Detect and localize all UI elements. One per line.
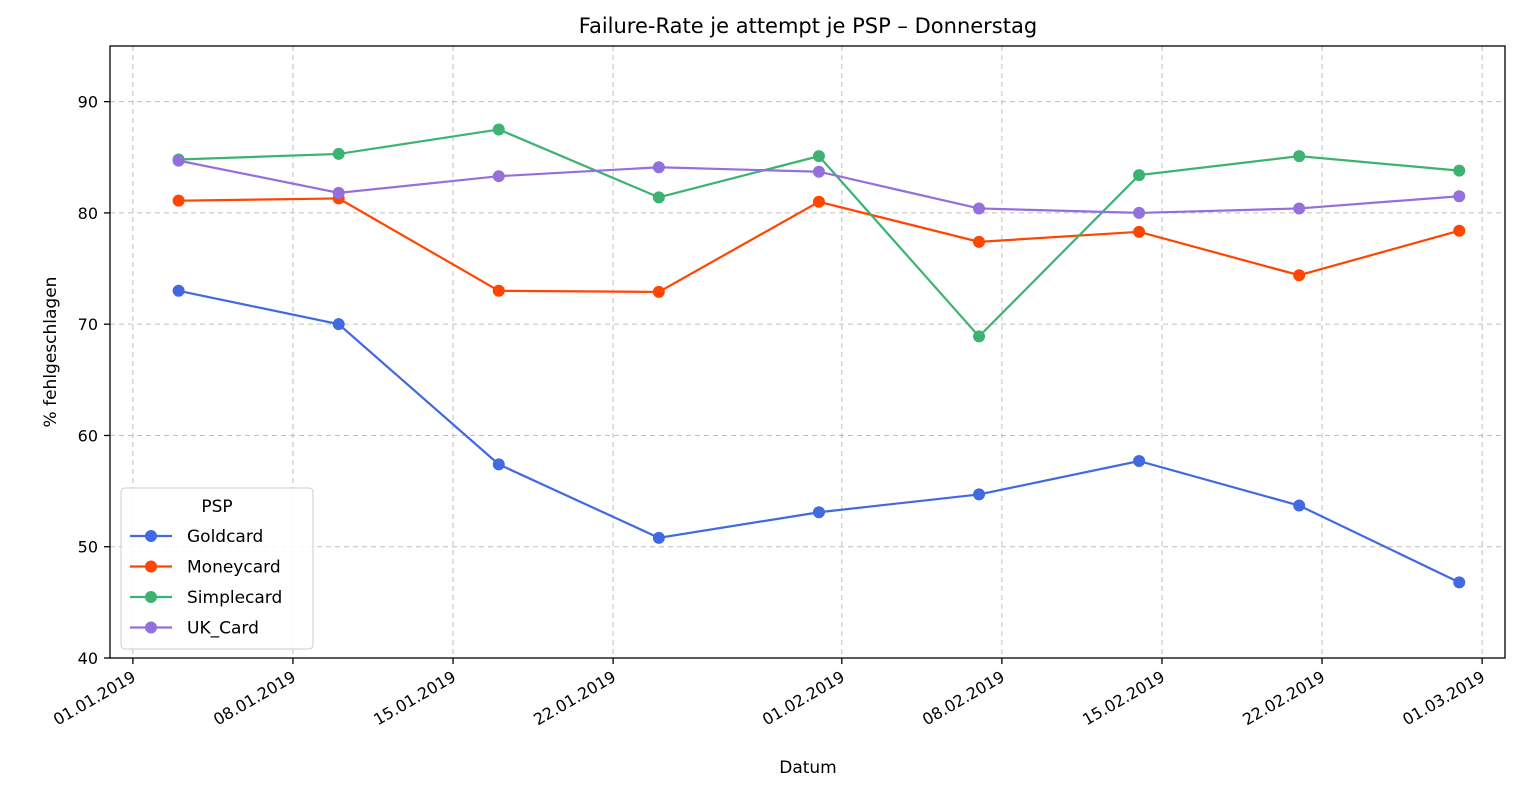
data-point-uk_card xyxy=(332,186,345,199)
x-tick-label: 08.02.2019 xyxy=(919,667,1008,729)
data-point-uk_card xyxy=(1293,202,1306,215)
data-point-goldcard xyxy=(332,318,345,331)
y-axis-label: % fehlgeschlagen xyxy=(41,277,61,428)
legend-label: Simplecard xyxy=(187,588,282,608)
legend-box xyxy=(120,487,314,650)
data-point-uk_card xyxy=(1453,190,1466,203)
data-point-goldcard xyxy=(492,458,505,471)
data-point-moneycard xyxy=(1453,224,1466,237)
data-point-simplecard xyxy=(1453,164,1466,177)
y-tick-label: 50 xyxy=(78,538,98,557)
data-point-moneycard xyxy=(812,195,825,208)
data-point-uk_card xyxy=(492,170,505,183)
data-point-goldcard xyxy=(973,488,986,501)
data-point-moneycard xyxy=(492,284,505,297)
data-point-goldcard xyxy=(1453,576,1466,589)
data-point-moneycard xyxy=(652,285,665,298)
chart-title: Failure-Rate je attempt je PSP – Donners… xyxy=(579,14,1037,38)
legend-entry-moneycard: Moneycard xyxy=(130,558,281,578)
data-point-goldcard xyxy=(1133,455,1146,468)
legend-marker xyxy=(145,621,157,634)
grid-lines xyxy=(110,46,1505,658)
x-axis-label: Datum xyxy=(779,758,837,778)
legend-entry-uk_card: UK_Card xyxy=(130,619,259,639)
data-point-uk_card xyxy=(172,154,185,167)
x-tick-label: 15.02.2019 xyxy=(1079,667,1168,729)
legend: PSP Goldcard Moneycard Simplecard UK_Card xyxy=(120,487,314,650)
legend-title: PSP xyxy=(201,497,232,517)
data-point-uk_card xyxy=(973,202,986,215)
data-point-uk_card xyxy=(812,165,825,178)
x-tick-label: 01.02.2019 xyxy=(759,667,848,729)
x-tick-label: 22.02.2019 xyxy=(1239,667,1328,729)
data-point-simplecard xyxy=(812,150,825,163)
y-tick-label: 90 xyxy=(78,93,98,112)
y-tick-label: 80 xyxy=(78,204,98,223)
data-point-moneycard xyxy=(973,235,986,248)
data-point-simplecard xyxy=(1133,169,1146,182)
data-point-goldcard xyxy=(1293,499,1306,512)
data-point-simplecard xyxy=(492,123,505,136)
data-point-moneycard xyxy=(172,194,185,207)
x-tick-label: 15.01.2019 xyxy=(370,667,459,729)
legend-label: Moneycard xyxy=(187,558,281,578)
y-tick-label: 60 xyxy=(78,426,98,445)
data-point-simplecard xyxy=(332,147,345,160)
y-tick-label: 40 xyxy=(78,649,98,668)
data-point-moneycard xyxy=(1133,225,1146,238)
legend-entry-simplecard: Simplecard xyxy=(130,588,282,608)
x-tick-label: 08.01.2019 xyxy=(210,667,299,729)
data-point-uk_card xyxy=(1133,206,1146,219)
legend-marker xyxy=(145,591,157,603)
series-line-moneycard xyxy=(178,197,1460,294)
legend-label: Goldcard xyxy=(187,527,263,547)
y-tick-label: 70 xyxy=(78,315,98,334)
series-layer xyxy=(172,123,1466,589)
data-point-goldcard xyxy=(172,284,185,297)
data-point-uk_card xyxy=(652,161,665,174)
legend-entry-goldcard: Goldcard xyxy=(130,527,263,547)
legend-marker xyxy=(145,530,157,542)
y-axis: 40 50 60 70 80 90 xyxy=(78,93,110,668)
x-axis: 01.01.2019 08.01.2019 15.01.2019 22.01.2019… xyxy=(50,658,1488,729)
data-point-goldcard xyxy=(812,506,825,519)
data-point-simplecard xyxy=(1293,150,1306,163)
x-tick-label: 01.01.2019 xyxy=(50,667,139,729)
data-point-moneycard xyxy=(1293,269,1306,282)
x-tick-label: 01.03.2019 xyxy=(1399,667,1488,729)
data-point-simplecard xyxy=(652,191,665,204)
legend-label: UK_Card xyxy=(187,619,259,639)
plot-frame xyxy=(109,45,1506,659)
data-point-simplecard xyxy=(973,330,986,343)
x-tick-label: 22.01.2019 xyxy=(530,667,619,729)
series-line-goldcard xyxy=(178,289,1460,584)
legend-marker xyxy=(145,560,157,573)
data-point-goldcard xyxy=(652,531,665,544)
